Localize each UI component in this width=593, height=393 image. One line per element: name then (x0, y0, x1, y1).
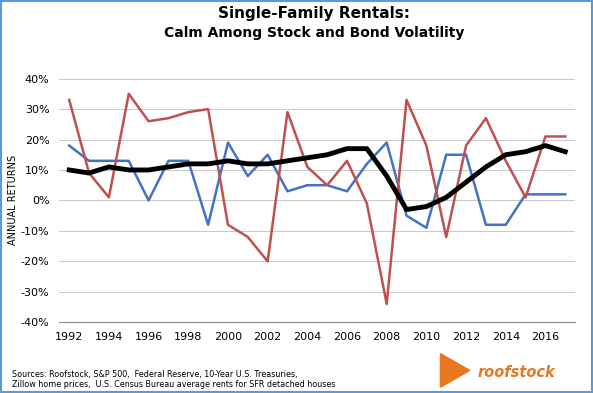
STOCKS (284, 110, 291, 114)
BONDS (482, 222, 489, 227)
SFR (145, 167, 152, 172)
BONDS (343, 189, 350, 194)
STOCKS (324, 183, 331, 187)
Polygon shape (441, 354, 470, 387)
STOCKS (304, 165, 311, 169)
SFR (224, 158, 231, 163)
STOCKS (343, 158, 350, 163)
BONDS (423, 226, 430, 230)
BONDS (224, 140, 231, 145)
SFR (264, 162, 271, 166)
BONDS (125, 158, 132, 163)
SFR (244, 162, 251, 166)
SFR (502, 152, 509, 157)
STOCKS (125, 92, 132, 96)
SFR (482, 165, 489, 169)
BONDS (324, 183, 331, 187)
Line: STOCKS: STOCKS (69, 94, 565, 304)
Text: Calm Among Stock and Bond Volatility: Calm Among Stock and Bond Volatility (164, 26, 464, 40)
BONDS (502, 222, 509, 227)
BONDS (284, 189, 291, 194)
BONDS (244, 174, 251, 178)
STOCKS (383, 302, 390, 307)
BONDS (66, 143, 73, 148)
BONDS (264, 152, 271, 157)
STOCKS (442, 235, 449, 239)
SFR (423, 204, 430, 209)
STOCKS (463, 143, 470, 148)
BONDS (522, 192, 529, 196)
BONDS (205, 222, 212, 227)
BONDS (304, 183, 311, 187)
STOCKS (184, 110, 192, 114)
STOCKS (403, 97, 410, 102)
SFR (165, 165, 172, 169)
STOCKS (66, 97, 73, 102)
SFR (364, 146, 371, 151)
SFR (85, 171, 93, 175)
BONDS (542, 192, 549, 196)
STOCKS (423, 143, 430, 148)
STOCKS (145, 119, 152, 123)
BONDS (85, 158, 93, 163)
BONDS (165, 158, 172, 163)
SFR (205, 162, 212, 166)
BONDS (383, 140, 390, 145)
SFR (106, 165, 113, 169)
STOCKS (502, 158, 509, 163)
STOCKS (165, 116, 172, 121)
SFR (383, 174, 390, 178)
BONDS (145, 198, 152, 203)
STOCKS (264, 259, 271, 264)
STOCKS (542, 134, 549, 139)
BONDS (364, 162, 371, 166)
SFR (463, 180, 470, 185)
SFR (304, 155, 311, 160)
Text: roofstock: roofstock (477, 365, 555, 380)
STOCKS (522, 195, 529, 200)
SFR (66, 167, 73, 172)
SFR (324, 152, 331, 157)
STOCKS (85, 171, 93, 175)
Line: SFR: SFR (69, 145, 565, 209)
BONDS (184, 158, 192, 163)
SFR (284, 158, 291, 163)
BONDS (403, 213, 410, 218)
STOCKS (106, 195, 113, 200)
SFR (562, 149, 569, 154)
STOCKS (364, 201, 371, 206)
BONDS (463, 152, 470, 157)
BONDS (442, 152, 449, 157)
SFR (542, 143, 549, 148)
Y-axis label: ANNUAL RETURNS: ANNUAL RETURNS (8, 155, 18, 246)
STOCKS (562, 134, 569, 139)
SFR (125, 167, 132, 172)
STOCKS (244, 235, 251, 239)
STOCKS (482, 116, 489, 121)
SFR (442, 195, 449, 200)
SFR (403, 207, 410, 212)
STOCKS (205, 107, 212, 112)
STOCKS (224, 222, 231, 227)
Text: Single-Family Rentals:: Single-Family Rentals: (218, 6, 410, 21)
SFR (522, 149, 529, 154)
BONDS (106, 158, 113, 163)
SFR (343, 146, 350, 151)
Text: Sources: Roofstock, S&P 500,  Federal Reserve, 10-Year U.S. Treasuries,
Zillow h: Sources: Roofstock, S&P 500, Federal Res… (12, 370, 336, 389)
SFR (184, 162, 192, 166)
BONDS (562, 192, 569, 196)
Line: BONDS: BONDS (69, 143, 565, 228)
